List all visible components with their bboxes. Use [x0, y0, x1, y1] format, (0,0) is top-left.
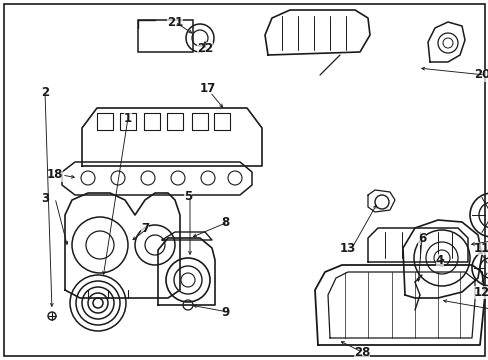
Text: 17: 17	[200, 81, 216, 94]
Text: 12: 12	[473, 285, 488, 298]
Text: 20: 20	[473, 68, 488, 81]
Text: 22: 22	[197, 41, 213, 54]
Text: 21: 21	[166, 15, 183, 28]
Text: 6: 6	[417, 231, 425, 244]
Text: 5: 5	[183, 189, 192, 202]
Text: 18: 18	[47, 168, 63, 181]
Text: 2: 2	[41, 85, 49, 99]
Text: 11: 11	[473, 242, 488, 255]
Text: 1: 1	[123, 112, 132, 125]
Text: 4: 4	[435, 253, 443, 266]
Text: 28: 28	[353, 346, 369, 359]
Text: 3: 3	[41, 192, 49, 204]
Bar	[138, 20, 193, 52]
Text: 8: 8	[221, 216, 229, 229]
Text: 13: 13	[339, 242, 355, 255]
Text: 9: 9	[221, 306, 229, 319]
Text: 7: 7	[141, 221, 149, 234]
